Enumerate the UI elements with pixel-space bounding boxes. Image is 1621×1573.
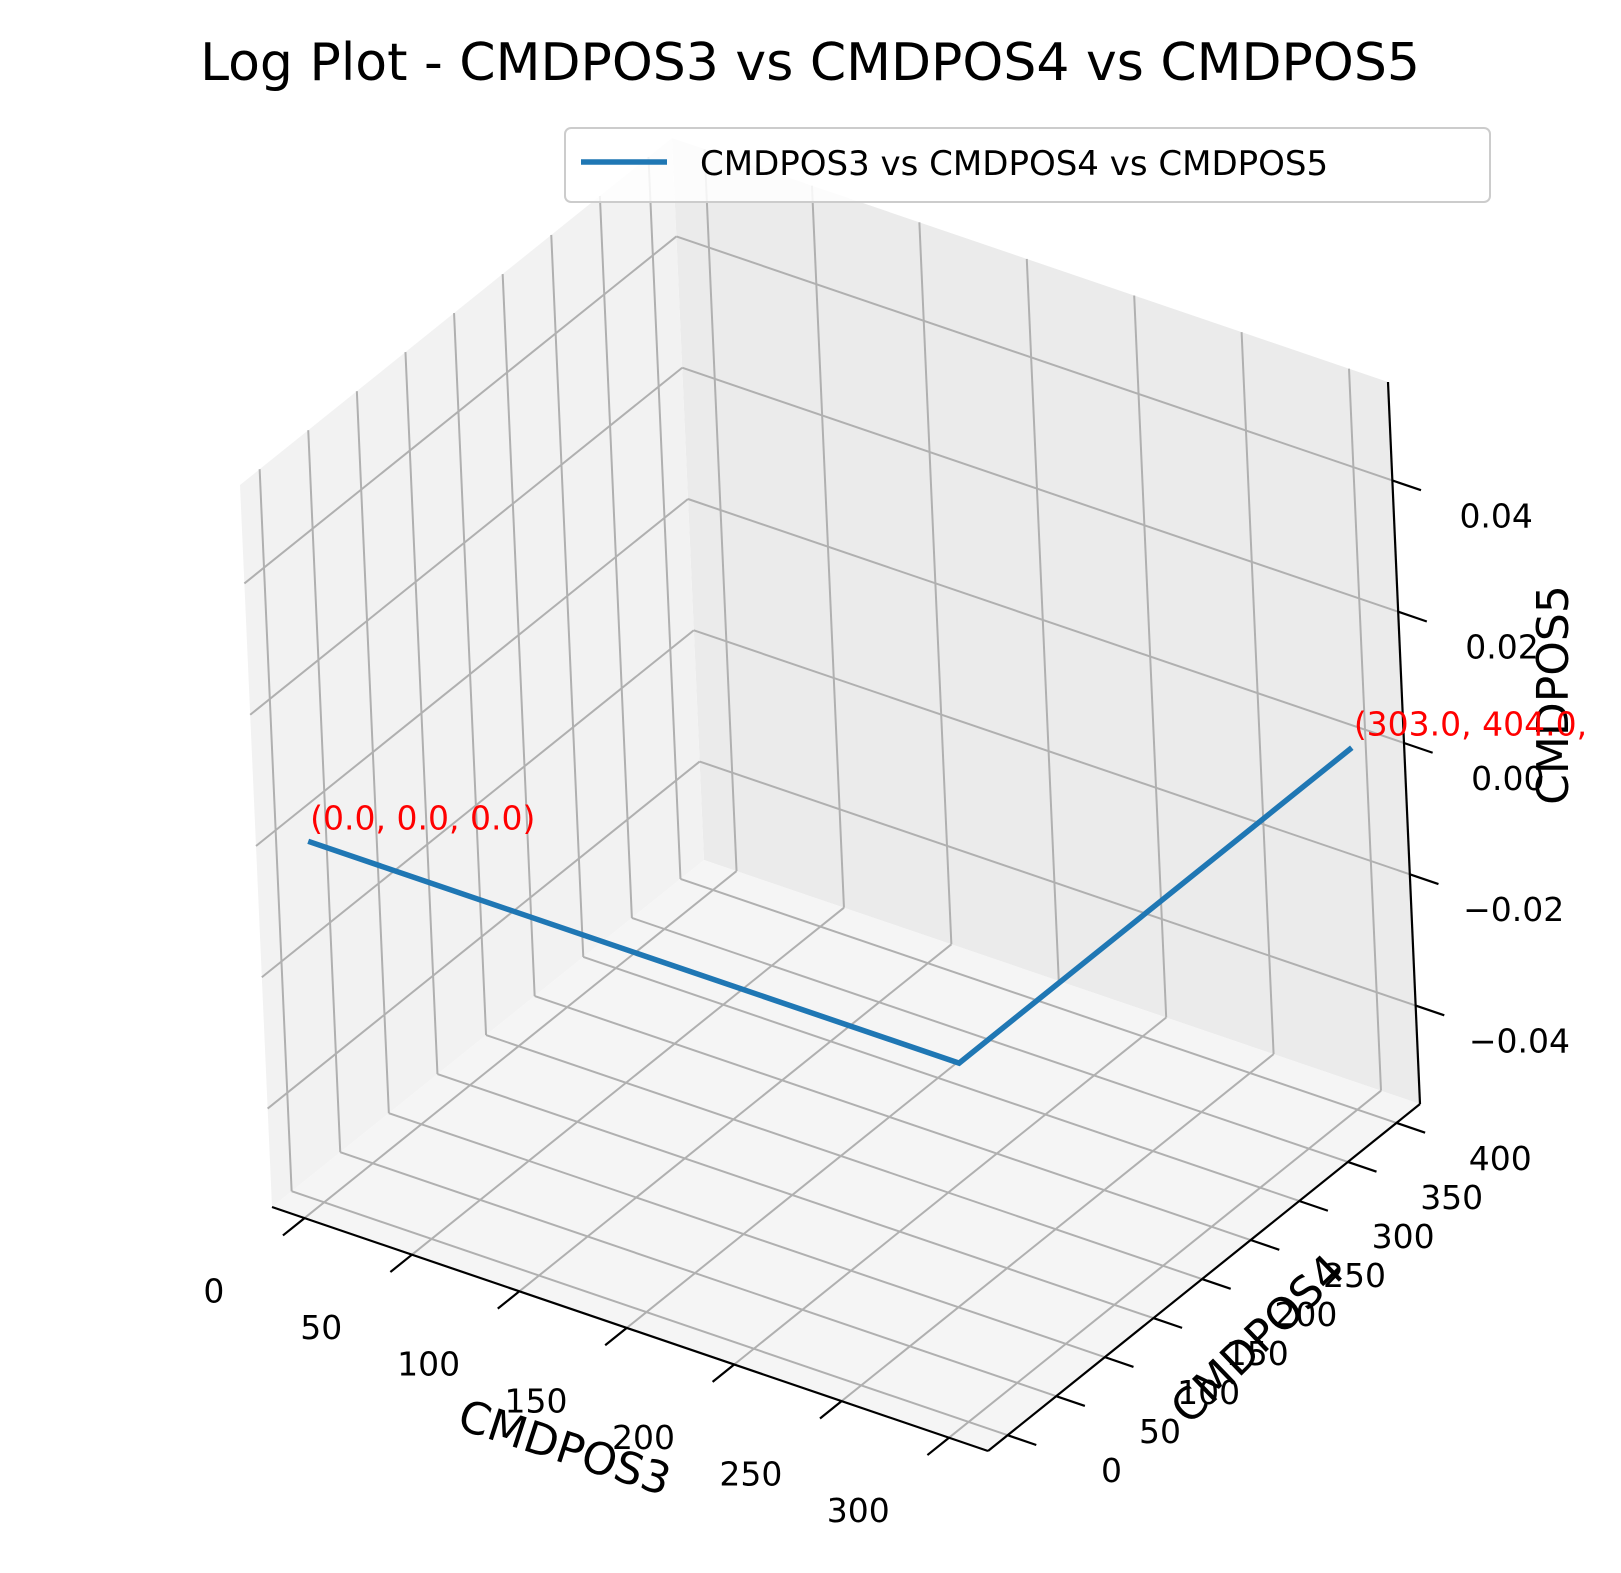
grid-line-y — [437, 1073, 1154, 1320]
x-tick-mark — [711, 1363, 735, 1383]
axis-panes — [240, 138, 1420, 1451]
x-tick-mark — [604, 1327, 628, 1347]
z-tick-mark — [1403, 741, 1433, 754]
x-tick-label: 50 — [300, 1308, 342, 1347]
grid-line-z — [676, 235, 1393, 482]
z-axis-label: CMDPOS5 — [1528, 585, 1579, 805]
grid-line-z — [687, 498, 1405, 744]
y-tick-label: 300 — [1372, 1217, 1435, 1256]
grid-line-y — [388, 1112, 1106, 1359]
z-tick-label: −0.02 — [1463, 890, 1564, 929]
grid-line-z — [681, 366, 1399, 613]
floor-pane — [272, 860, 1420, 1451]
z-tick-label: −0.04 — [1469, 1021, 1570, 1060]
z-tick-label: 0.02 — [1465, 628, 1538, 667]
z-tick-mark — [1392, 479, 1422, 492]
y-tick-mark — [1347, 1160, 1377, 1173]
legend-label: CMDPOS3 vs CMDPOS4 vs CMDPOS5 — [700, 144, 1328, 184]
z-tick-mark — [1409, 873, 1439, 886]
x-tick-mark — [389, 1253, 413, 1273]
x-axis-line — [271, 1205, 989, 1453]
grid-line-y — [582, 956, 1300, 1202]
chart-title: Log Plot - CMDPOS3 vs CMDPOS4 vs CMDPOS5 — [200, 33, 1420, 93]
y-tick-mark — [1201, 1278, 1232, 1290]
y-tick-label: 250 — [1323, 1256, 1386, 1295]
grid-line-z — [261, 629, 695, 979]
z-tick-mark — [1415, 1004, 1445, 1017]
grid-line-y — [291, 1190, 1008, 1437]
x-tick-mark — [819, 1400, 843, 1420]
x-tick-mark — [282, 1217, 306, 1237]
y-tick-mark — [1250, 1238, 1280, 1251]
point-annotation: (303.0, 404.0, — [1354, 705, 1587, 744]
y-tick-mark — [1298, 1199, 1329, 1212]
grid-line-z — [243, 235, 677, 585]
x-tick-label: 200 — [612, 1418, 675, 1457]
x-tick-mark — [926, 1436, 950, 1456]
x-tick-mark — [497, 1290, 521, 1310]
z-tick-label: 0.00 — [1471, 759, 1544, 798]
z-tick-label: 0.04 — [1459, 496, 1532, 535]
y-tick-label: 400 — [1469, 1139, 1532, 1178]
x-tick-label: 250 — [719, 1454, 782, 1493]
grid-line-z — [249, 366, 683, 716]
y-tick-label: 100 — [1177, 1373, 1240, 1412]
y-tick-label: 50 — [1139, 1412, 1181, 1451]
y-tick-label: 0 — [1101, 1451, 1122, 1490]
data-series — [307, 745, 1354, 1067]
grid-line-z — [693, 629, 1411, 876]
x-tick-label: 300 — [827, 1491, 890, 1530]
gridlines — [243, 149, 1416, 1439]
y-tick-label: 200 — [1274, 1295, 1337, 1334]
axes — [271, 381, 1445, 1456]
y-tick-label: 350 — [1420, 1178, 1483, 1217]
legend: CMDPOS3 vs CMDPOS4 vs CMDPOS5 — [564, 127, 1491, 203]
grid-line-y — [485, 1034, 1203, 1281]
grid-line-z — [255, 498, 689, 847]
x-tick-label: 150 — [505, 1381, 568, 1420]
legend-frame — [564, 127, 1491, 203]
y-tick-mark — [1104, 1356, 1134, 1368]
grid-line-y — [534, 995, 1251, 1241]
x-tick-label: 100 — [397, 1345, 460, 1384]
y-tick-mark — [1007, 1434, 1037, 1447]
grid-line-z — [699, 760, 1416, 1007]
y-tick-mark — [1396, 1121, 1426, 1134]
grid-line-z — [267, 760, 701, 1110]
y-tick-mark — [1055, 1395, 1086, 1407]
y-tick-mark — [1153, 1317, 1183, 1329]
grid-line-y — [339, 1151, 1057, 1398]
y-tick-label: 150 — [1226, 1334, 1289, 1373]
tick-labels: 0501001502002503000501001502002503003504… — [203, 496, 1570, 1530]
annotations: (0.0, 0.0, 0.0) (303.0, 404.0, — [310, 705, 1587, 838]
z-tick-mark — [1397, 610, 1428, 623]
point-annotation: (0.0, 0.0, 0.0) — [310, 798, 535, 837]
x-tick-label: 0 — [203, 1271, 224, 1310]
